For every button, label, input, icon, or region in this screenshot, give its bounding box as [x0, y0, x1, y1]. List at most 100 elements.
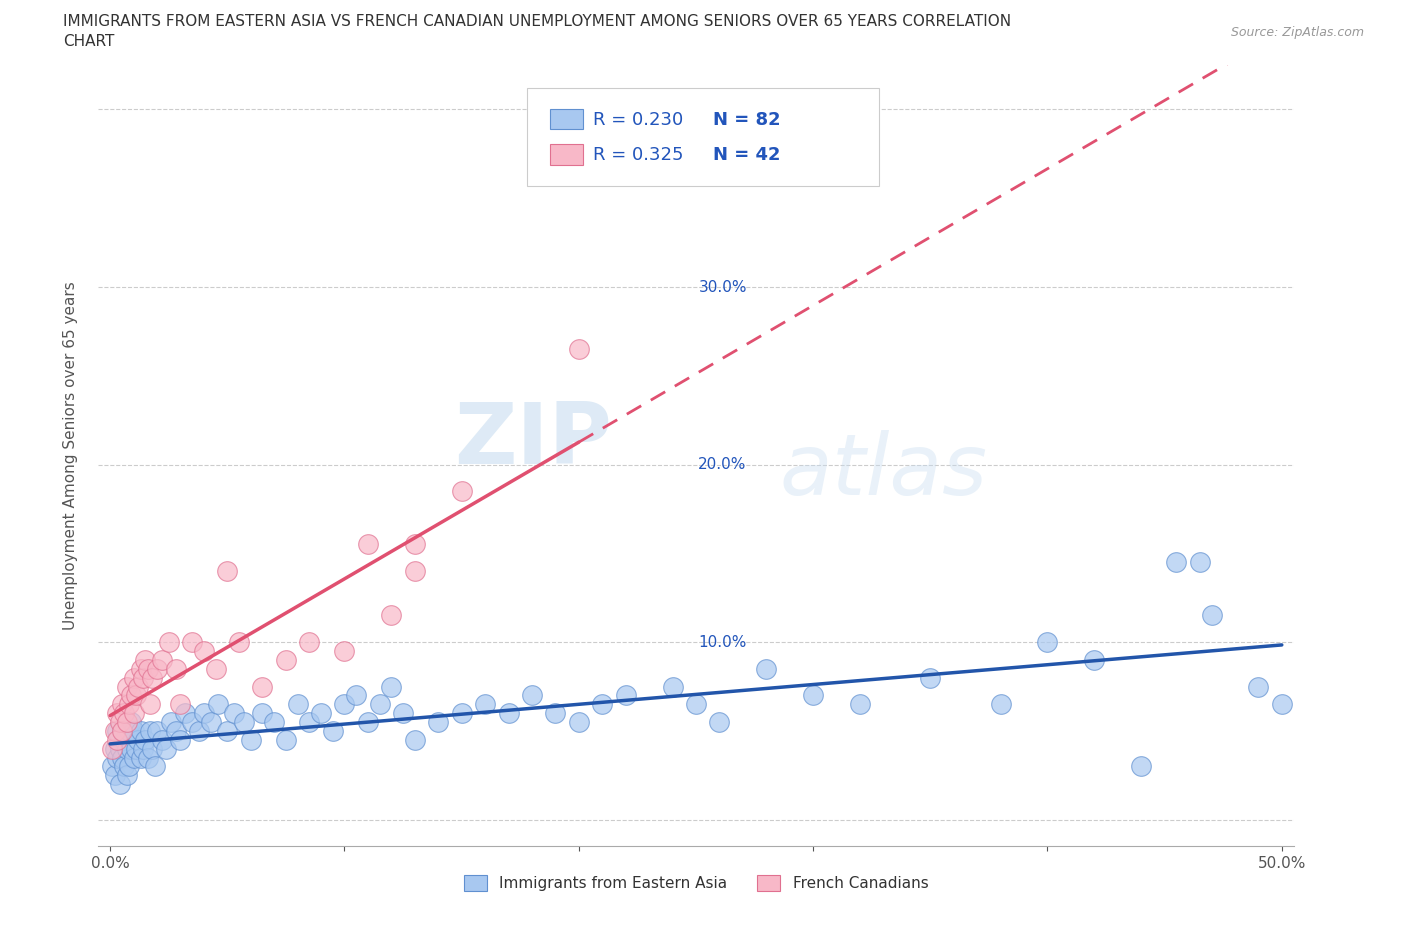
- Text: R = 0.325: R = 0.325: [593, 146, 683, 165]
- Point: [111, 751, 134, 765]
- Point: [263, 714, 285, 729]
- Point: [450, 484, 472, 498]
- Point: [115, 768, 138, 783]
- Point: [160, 714, 183, 729]
- Point: [298, 714, 321, 729]
- Point: [274, 732, 297, 747]
- Point: [105, 751, 128, 765]
- Text: R = 0.230: R = 0.230: [593, 111, 683, 129]
- Point: [104, 768, 127, 783]
- Point: [136, 751, 159, 765]
- Point: [474, 697, 496, 711]
- Point: [333, 644, 356, 658]
- Point: [141, 671, 163, 685]
- Text: atlas: atlas: [779, 430, 987, 512]
- Point: [274, 653, 297, 668]
- Point: [165, 724, 187, 738]
- Point: [122, 724, 145, 738]
- Point: [1036, 634, 1059, 649]
- Point: [118, 759, 141, 774]
- Point: [322, 724, 344, 738]
- Point: [132, 671, 155, 685]
- Point: [111, 724, 134, 738]
- Point: [392, 706, 415, 721]
- Point: [108, 714, 131, 729]
- Point: [544, 706, 567, 721]
- Point: [661, 679, 683, 694]
- Point: [357, 537, 380, 551]
- Point: [169, 732, 191, 747]
- Point: [239, 732, 262, 747]
- Point: [115, 741, 138, 756]
- Point: [568, 714, 591, 729]
- Point: [101, 759, 124, 774]
- Point: [368, 697, 391, 711]
- Point: [568, 341, 591, 356]
- Point: [143, 759, 166, 774]
- Legend: Immigrants from Eastern Asia, French Canadians: Immigrants from Eastern Asia, French Can…: [457, 869, 935, 897]
- Point: [1271, 697, 1294, 711]
- Text: 10.0%: 10.0%: [699, 634, 747, 650]
- Point: [134, 653, 156, 668]
- Point: [115, 679, 138, 694]
- Point: [427, 714, 450, 729]
- Point: [129, 751, 152, 765]
- Point: [404, 537, 426, 551]
- Point: [380, 608, 402, 623]
- Point: [224, 706, 246, 721]
- Point: [139, 724, 162, 738]
- Point: [141, 741, 163, 756]
- Text: 30.0%: 30.0%: [699, 280, 747, 295]
- Point: [146, 661, 169, 676]
- Point: [105, 706, 128, 721]
- Point: [108, 741, 131, 756]
- Point: [150, 732, 173, 747]
- Point: [120, 741, 142, 756]
- Point: [193, 706, 215, 721]
- Text: IMMIGRANTS FROM EASTERN ASIA VS FRENCH CANADIAN UNEMPLOYMENT AMONG SENIORS OVER : IMMIGRANTS FROM EASTERN ASIA VS FRENCH C…: [63, 14, 1011, 29]
- Point: [920, 671, 942, 685]
- Point: [520, 688, 543, 703]
- Point: [287, 697, 309, 711]
- Point: [181, 634, 204, 649]
- Point: [127, 679, 149, 694]
- Point: [134, 732, 156, 747]
- Point: [111, 724, 134, 738]
- Point: [228, 634, 250, 649]
- Point: [122, 751, 145, 765]
- Point: [990, 697, 1012, 711]
- Point: [193, 644, 215, 658]
- Point: [104, 741, 127, 756]
- Point: [112, 732, 135, 747]
- Point: [115, 714, 138, 729]
- Point: [112, 706, 135, 721]
- Point: [105, 732, 128, 747]
- Text: 20.0%: 20.0%: [699, 457, 747, 472]
- Point: [108, 777, 131, 791]
- Point: [333, 697, 356, 711]
- Point: [118, 724, 141, 738]
- Point: [357, 714, 380, 729]
- Point: [344, 688, 367, 703]
- Point: [125, 741, 148, 756]
- Point: [122, 671, 145, 685]
- Point: [150, 653, 173, 668]
- Point: [252, 706, 274, 721]
- Point: [591, 697, 613, 711]
- Point: [127, 732, 149, 747]
- Point: [614, 688, 637, 703]
- Point: [207, 697, 229, 711]
- Point: [217, 724, 239, 738]
- Point: [404, 564, 426, 578]
- Point: [755, 661, 778, 676]
- Point: [129, 724, 152, 738]
- Point: [498, 706, 520, 721]
- Point: [146, 724, 169, 738]
- Point: [139, 697, 162, 711]
- Point: [204, 661, 226, 676]
- Point: [136, 661, 159, 676]
- Point: [122, 706, 145, 721]
- Point: [111, 697, 134, 711]
- Text: N = 82: N = 82: [713, 111, 780, 129]
- Point: [232, 714, 254, 729]
